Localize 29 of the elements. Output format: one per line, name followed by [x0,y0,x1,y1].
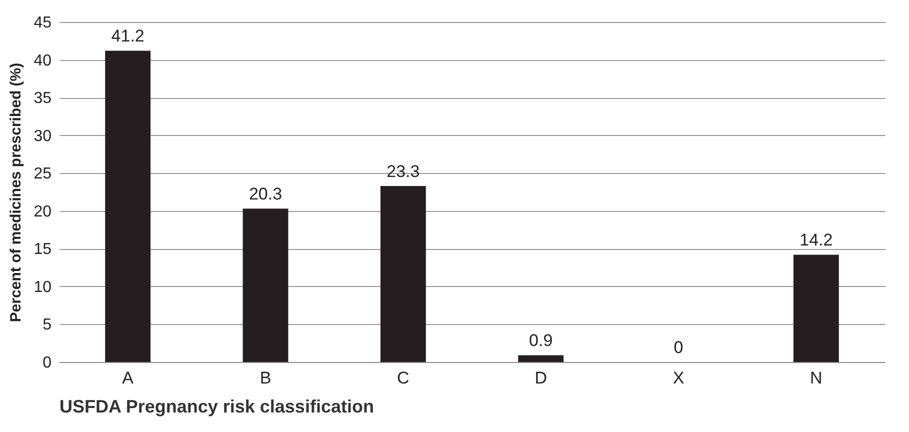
y-tick-label: 40 [34,52,52,70]
data-label: 23.3 [386,162,420,181]
x-tick-label: A [122,368,134,388]
x-axis-title: USFDA Pregnancy risk classification [60,396,374,416]
bar [793,254,839,362]
x-tick-label: X [672,368,684,388]
bar [380,186,426,362]
x-tick-label: D [534,368,547,388]
y-tick-label: 15 [34,241,52,258]
x-tick-label: B [260,368,272,388]
data-label: 41.2 [111,26,144,46]
y-axis-title: Percent of medicines prescribed (%) [8,62,25,322]
x-tick-label: C [397,368,410,388]
y-tick-label: 30 [34,128,52,145]
bar [105,50,151,362]
data-label: 0.9 [529,331,553,350]
data-label: 14.2 [800,230,833,250]
y-tick-label: 45 [34,14,52,32]
y-tick-label: 20 [34,203,52,220]
y-tick-label: 25 [34,166,52,183]
bar [242,208,288,362]
y-tick-label: 5 [42,316,52,334]
y-tick-label: 10 [34,278,52,296]
y-tick-label: 0 [42,354,52,372]
y-tick-label: 35 [34,90,52,108]
data-label: 0 [674,338,684,357]
x-tick-label: N [810,368,822,388]
data-label: 20.3 [248,184,282,204]
bar [518,355,564,362]
